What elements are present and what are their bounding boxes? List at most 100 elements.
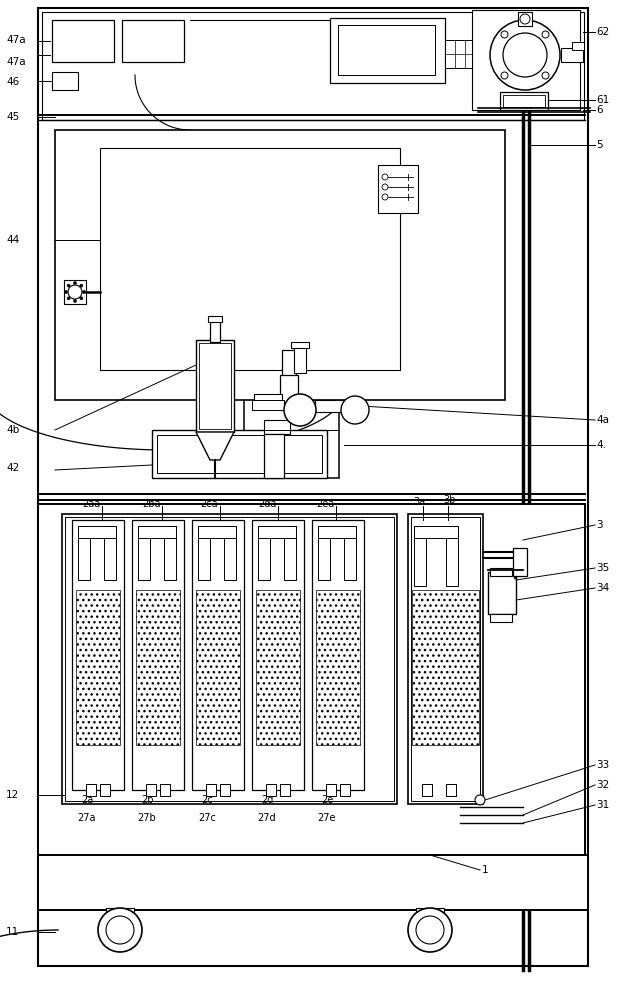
- Bar: [38, 504, 585, 892]
- Circle shape: [80, 297, 83, 300]
- Bar: [104, 526, 116, 580]
- Text: 33: 33: [596, 760, 609, 770]
- Text: 2da: 2da: [258, 499, 277, 509]
- Bar: [338, 25, 435, 75]
- Bar: [518, 12, 532, 26]
- Bar: [488, 572, 516, 614]
- Bar: [196, 590, 240, 745]
- Text: 44: 44: [6, 235, 19, 245]
- Bar: [266, 784, 276, 796]
- Bar: [378, 165, 418, 213]
- Bar: [254, 394, 282, 406]
- Circle shape: [382, 194, 388, 200]
- Circle shape: [341, 396, 369, 424]
- Bar: [264, 420, 290, 434]
- Bar: [294, 345, 306, 373]
- Bar: [326, 784, 336, 796]
- Bar: [414, 526, 426, 586]
- Circle shape: [67, 284, 70, 287]
- Bar: [318, 526, 330, 580]
- Bar: [561, 48, 583, 62]
- Bar: [344, 526, 356, 580]
- Bar: [86, 784, 96, 796]
- Bar: [78, 526, 90, 580]
- Circle shape: [520, 14, 530, 24]
- Circle shape: [501, 31, 508, 38]
- Bar: [280, 784, 290, 796]
- Bar: [411, 517, 480, 801]
- Bar: [572, 42, 584, 50]
- Circle shape: [503, 33, 547, 77]
- Circle shape: [382, 174, 388, 180]
- Text: 47a: 47a: [6, 57, 26, 67]
- Bar: [100, 784, 110, 796]
- Bar: [252, 400, 284, 410]
- Bar: [220, 784, 230, 796]
- Circle shape: [475, 795, 485, 805]
- Bar: [208, 316, 222, 322]
- Circle shape: [82, 290, 85, 294]
- Bar: [206, 784, 216, 796]
- Circle shape: [490, 20, 560, 90]
- Text: 45: 45: [6, 112, 19, 122]
- Bar: [136, 590, 180, 745]
- Circle shape: [68, 285, 82, 299]
- Text: 5: 5: [596, 140, 602, 150]
- Bar: [256, 590, 300, 745]
- Text: 2ba: 2ba: [142, 499, 161, 509]
- Bar: [62, 514, 397, 804]
- Bar: [198, 526, 236, 538]
- Bar: [513, 548, 527, 576]
- Circle shape: [542, 31, 549, 38]
- Bar: [446, 526, 458, 586]
- Bar: [264, 434, 284, 478]
- Circle shape: [67, 297, 70, 300]
- Text: 2aa: 2aa: [82, 499, 100, 509]
- Text: 61: 61: [596, 95, 609, 105]
- Bar: [284, 526, 296, 580]
- Circle shape: [65, 290, 67, 294]
- Circle shape: [382, 184, 388, 190]
- Text: 47a: 47a: [6, 35, 26, 45]
- Text: 4a: 4a: [596, 415, 609, 425]
- Bar: [199, 343, 231, 429]
- Bar: [78, 526, 116, 538]
- Circle shape: [416, 916, 444, 944]
- Text: 27c: 27c: [198, 813, 216, 823]
- Bar: [152, 430, 327, 478]
- Bar: [52, 72, 78, 90]
- Bar: [315, 400, 345, 412]
- Bar: [490, 614, 512, 622]
- Text: 3: 3: [596, 520, 602, 530]
- Text: 11: 11: [6, 927, 19, 937]
- Text: 2ea: 2ea: [316, 499, 335, 509]
- Circle shape: [408, 908, 452, 952]
- Bar: [38, 8, 588, 966]
- Bar: [157, 435, 322, 473]
- Circle shape: [106, 916, 134, 944]
- Text: 31: 31: [596, 800, 609, 810]
- Bar: [472, 10, 580, 110]
- Circle shape: [542, 72, 549, 79]
- Polygon shape: [196, 432, 234, 460]
- Bar: [408, 514, 483, 804]
- Bar: [445, 40, 477, 68]
- Bar: [192, 520, 244, 790]
- Text: 2e: 2e: [321, 795, 333, 805]
- Bar: [132, 520, 184, 790]
- Bar: [280, 375, 298, 410]
- Text: 34: 34: [596, 583, 609, 593]
- Circle shape: [74, 282, 77, 284]
- Text: 2c: 2c: [201, 795, 213, 805]
- Bar: [100, 148, 400, 370]
- Text: 4.: 4.: [596, 440, 606, 450]
- Bar: [42, 12, 584, 120]
- Text: 27e: 27e: [318, 813, 336, 823]
- Bar: [122, 20, 184, 62]
- Bar: [312, 520, 364, 790]
- Text: 27d: 27d: [258, 813, 277, 823]
- Circle shape: [501, 72, 508, 79]
- Circle shape: [284, 394, 316, 426]
- Bar: [196, 340, 234, 432]
- Bar: [414, 526, 458, 538]
